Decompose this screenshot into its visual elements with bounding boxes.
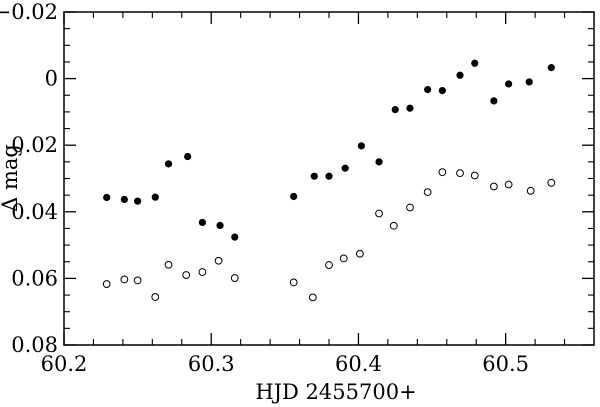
filled-data-point — [151, 193, 159, 201]
open-data-point — [214, 256, 223, 265]
filled-data-point — [216, 221, 224, 230]
x-tick-label: 60.2 — [41, 352, 88, 376]
y-tick-label: 0.04 — [11, 200, 58, 224]
open-data-point — [356, 249, 364, 258]
x-axis-label: HJD 2455700+ — [255, 380, 416, 404]
y-axis-label: Δ mag — [0, 144, 22, 212]
open-data-point — [470, 171, 479, 180]
open-data-point — [151, 293, 160, 301]
open-data-point — [526, 186, 535, 195]
y-tick-label: −0.02 — [0, 0, 58, 24]
filled-data-point — [103, 193, 111, 202]
filled-data-point — [184, 152, 192, 161]
filled-data-point — [471, 59, 479, 67]
y-tick-label: 0.06 — [11, 266, 58, 290]
open-data-point — [289, 278, 298, 287]
open-data-point — [102, 280, 111, 288]
filled-data-point — [525, 78, 533, 86]
open-data-point — [198, 268, 207, 276]
y-tick-label: 0.08 — [11, 333, 58, 357]
open-data-point — [489, 182, 498, 191]
filled-data-point — [357, 142, 365, 150]
open-data-point — [133, 276, 142, 285]
filled-data-point — [505, 80, 513, 88]
filled-data-point — [310, 172, 318, 180]
filled-data-point — [424, 85, 432, 94]
open-data-point — [308, 293, 317, 302]
x-tick-label: 60.4 — [335, 352, 382, 376]
filled-data-point — [456, 71, 464, 79]
x-tick-label: 60.5 — [482, 352, 529, 376]
open-data-point — [230, 274, 239, 282]
open-data-point — [182, 271, 191, 279]
filled-data-point — [120, 195, 128, 204]
filled-data-point — [164, 160, 173, 168]
open-data-point — [339, 254, 348, 263]
data-points — [102, 59, 556, 302]
y-tick-label: 0 — [45, 67, 58, 91]
open-data-point — [325, 261, 333, 269]
x-tick-label: 60.3 — [188, 352, 235, 376]
filled-data-point — [290, 192, 298, 201]
filled-data-point — [547, 64, 555, 72]
filled-data-point — [490, 97, 498, 105]
filled-data-point — [391, 105, 399, 114]
open-data-point — [375, 209, 383, 218]
filled-data-point — [325, 172, 333, 180]
filled-data-point — [406, 104, 414, 112]
tick-labels: 60.2 60.3 60.4 60.5 −0.02 0 0.02 0.04 0.06 0.08 — [0, 0, 529, 376]
open-data-point — [389, 221, 398, 230]
plot-frame — [63, 11, 595, 346]
open-data-point — [164, 260, 173, 269]
open-data-point — [547, 178, 556, 187]
y-tick-label: 0.02 — [11, 133, 58, 157]
filled-data-point — [341, 164, 349, 172]
filled-data-point — [438, 86, 446, 95]
filled-data-point — [134, 197, 142, 205]
filled-data-point — [231, 233, 239, 241]
open-data-point — [456, 169, 464, 178]
filled-data-point — [375, 158, 383, 166]
open-data-point — [406, 203, 414, 212]
open-data-point — [120, 275, 129, 284]
open-data-point — [423, 188, 432, 197]
open-data-point — [504, 180, 513, 189]
filled-data-point — [198, 218, 206, 227]
open-data-point — [438, 168, 447, 177]
